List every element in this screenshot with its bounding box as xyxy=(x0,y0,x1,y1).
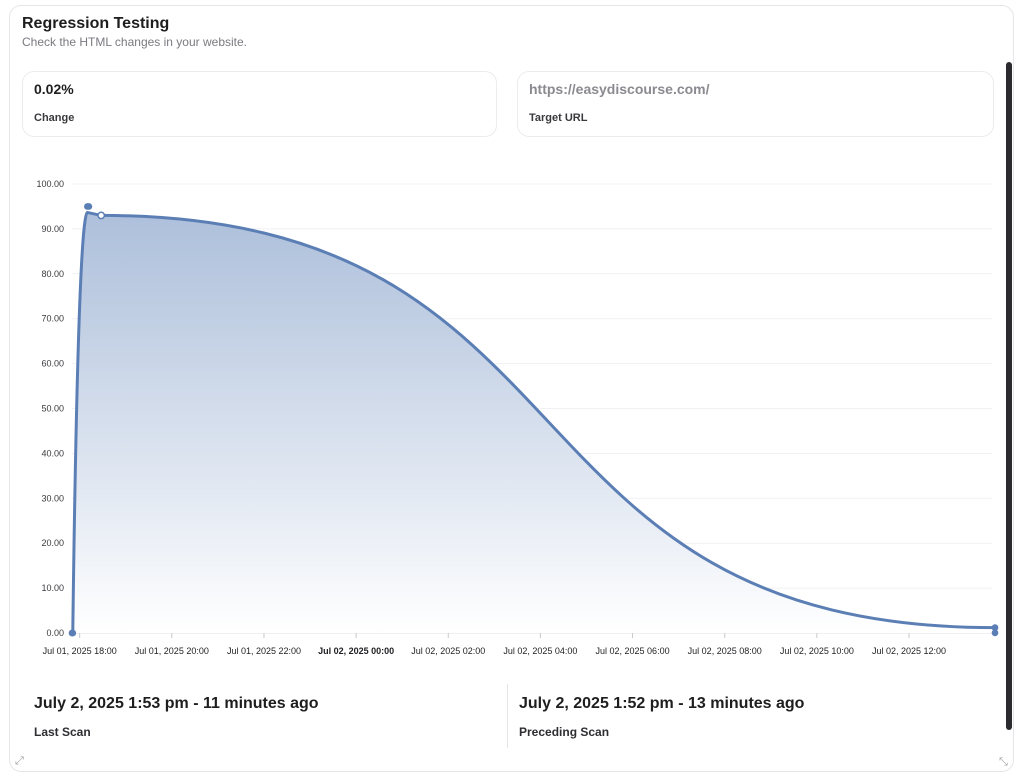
change-value: 0.02% xyxy=(34,81,74,97)
x-tick-label: Jul 02, 2025 12:00 xyxy=(872,646,946,656)
x-tick-label: Jul 02, 2025 10:00 xyxy=(780,646,854,656)
preceding-scan: July 2, 2025 1:52 pm - 13 minutes ago Pr… xyxy=(519,695,804,739)
last-scan-label: Last Scan xyxy=(34,725,91,739)
x-tick-label: Jul 02, 2025 00:00 xyxy=(318,646,394,656)
last-scan-time: July 2, 2025 1:53 pm - 11 minutes ago xyxy=(34,695,319,712)
target-url-stat-card: https://easydiscourse.com/ Target URL xyxy=(517,71,994,137)
expand-icon[interactable]: ⤢ xyxy=(15,755,24,767)
x-tick-label: Jul 01, 2025 22:00 xyxy=(227,646,301,656)
y-tick-label: 30.00 xyxy=(41,493,64,503)
y-tick-label: 80.00 xyxy=(41,269,64,279)
y-tick-label: 100.00 xyxy=(36,179,64,189)
y-tick-label: 60.00 xyxy=(41,359,64,369)
data-point[interactable] xyxy=(97,211,106,220)
y-tick-label: 90.00 xyxy=(41,224,64,234)
preceding-scan-time: July 2, 2025 1:52 pm - 13 minutes ago xyxy=(519,695,805,712)
preceding-scan-label: Preceding Scan xyxy=(519,725,610,739)
data-point[interactable] xyxy=(991,629,999,637)
x-tick-label: Jul 02, 2025 02:00 xyxy=(411,646,485,656)
change-label: Change xyxy=(34,112,75,124)
scrollbar[interactable] xyxy=(1006,62,1012,730)
scan-divider xyxy=(507,684,508,748)
y-tick-label: 40.00 xyxy=(41,448,64,458)
x-tick-label: Jul 01, 2025 18:00 xyxy=(43,646,117,656)
last-scan: July 2, 2025 1:53 pm - 11 minutes ago La… xyxy=(34,695,319,739)
target-url-label: Target URL xyxy=(529,112,588,124)
resize-icon[interactable]: ⤡ xyxy=(999,756,1008,768)
x-tick-label: Jul 02, 2025 08:00 xyxy=(688,646,762,656)
data-point[interactable] xyxy=(69,629,77,637)
change-stat-card: 0.02% Change xyxy=(22,71,497,137)
data-point[interactable] xyxy=(85,203,93,210)
target-url-value[interactable]: https://easydiscourse.com/ xyxy=(529,81,710,97)
y-tick-label: 20.00 xyxy=(41,538,64,548)
y-tick-label: 0.00 xyxy=(46,628,64,638)
x-tick-label: Jul 02, 2025 06:00 xyxy=(596,646,670,656)
y-tick-label: 70.00 xyxy=(41,314,64,324)
chart-area xyxy=(72,212,995,633)
x-tick-label: Jul 02, 2025 04:00 xyxy=(503,646,577,656)
chart-line xyxy=(71,210,996,635)
x-tick-label: Jul 01, 2025 20:00 xyxy=(135,646,209,656)
card-subtitle: Check the HTML changes in your website. xyxy=(22,35,247,49)
y-tick-label: 50.00 xyxy=(41,404,64,414)
card-title: Regression Testing xyxy=(22,15,170,32)
data-point[interactable] xyxy=(991,624,999,631)
y-tick-label: 10.00 xyxy=(41,583,64,593)
change-chart: 100.00 90.00 80.00 70.00 60.00 50.00 40.00 30.0… xyxy=(36,179,999,656)
